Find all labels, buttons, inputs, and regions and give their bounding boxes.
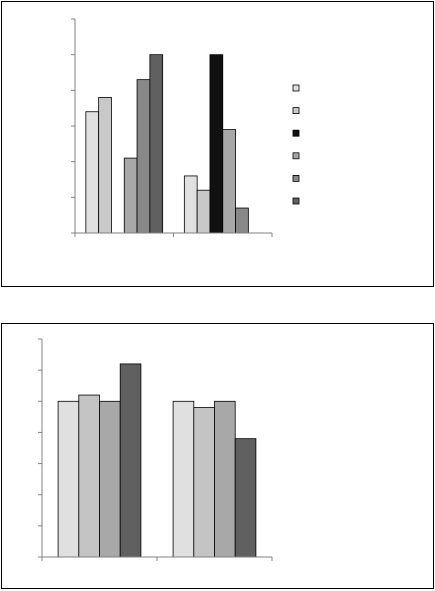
legend-swatch — [292, 174, 300, 182]
bar — [214, 400, 236, 558]
legend-swatch — [292, 129, 300, 137]
bar — [136, 79, 151, 234]
legend-swatch — [292, 84, 300, 92]
bar — [235, 207, 249, 234]
bar — [123, 157, 138, 234]
bar — [57, 400, 80, 558]
bar — [172, 400, 195, 558]
legend-swatch — [292, 107, 300, 114]
bar — [85, 111, 100, 234]
bar — [193, 407, 215, 558]
bar — [78, 394, 100, 558]
legend-swatch — [292, 152, 300, 160]
bar — [196, 189, 211, 234]
bar — [99, 400, 121, 558]
bar — [222, 129, 236, 234]
bar — [234, 438, 257, 558]
bar — [183, 175, 198, 234]
bar — [98, 97, 112, 234]
legend-swatch — [292, 197, 300, 205]
bar — [119, 363, 142, 558]
bar — [149, 54, 164, 234]
bar — [209, 54, 224, 234]
